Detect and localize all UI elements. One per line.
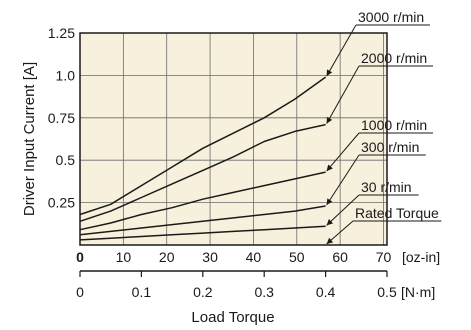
series-label: 2000 r/min [361,50,427,66]
series-line [79,225,326,241]
x-tick-label-oz-in: 60 [332,249,348,265]
x-tick-label-nm: 0.3 [254,284,274,300]
label-arrowhead [326,164,333,172]
series-line [79,205,326,236]
label-leader [326,24,357,77]
x-tick-label-oz-in: 40 [246,249,262,265]
y-tick-label: 1.25 [48,25,75,41]
x-tick-label-oz-in: 0 [76,249,84,265]
series-label: 300 r/min [361,139,419,155]
x-tick-label-nm: 0 [76,284,84,300]
plot-background [80,33,387,245]
y-tick-labels: 0.25 0.5 0.75 1.0 1.25 [48,25,75,211]
series-lines [79,76,327,241]
x-tick-label-nm: 0.5 [377,284,397,300]
x-axis-title: Load Torque [191,309,274,326]
series-line [79,76,327,216]
y-tick-label: 0.5 [56,152,76,168]
y-axis-title: Driver Input Current [A] [21,62,38,216]
y-tick-label: 1.0 [56,67,76,83]
label-arrowhead [326,69,333,77]
x-unit-secondary: [N·m] [401,284,435,300]
x-tick-label-oz-in: 70 [376,249,392,265]
y-tick-label: 0.25 [48,195,75,211]
label-leader [326,132,360,172]
label-arrowhead [326,219,334,226]
x-tick-labels-oz-in: 0 10 20 30 40 50 60 70 [76,249,391,265]
series-label: 3000 r/min [358,9,424,25]
x-tick-labels-nm: 0 0.1 0.2 0.3 0.4 0.5 [76,271,397,300]
x-tick-label-nm: 0.4 [316,284,336,300]
x-tick-label-oz-in: 50 [289,249,305,265]
series-line [79,171,326,231]
label-arrowhead [326,116,333,124]
series-label: Rated Torque [355,205,439,221]
annotations: 3000 r/min 2000 r/min 1000 r/min 300 r/min 3… [326,9,442,245]
plot-frame [79,32,388,246]
series-line [79,123,326,223]
x-tick-label-oz-in: 20 [159,249,175,265]
label-arrowhead [326,237,334,244]
label-arrowhead [326,198,333,205]
x-tick-label-nm: 0.2 [193,284,213,300]
x-tick-label-nm: 0.1 [132,284,152,300]
x-tick-label-oz-in: 30 [202,249,218,265]
x-tick-label-oz-in: 10 [116,249,132,265]
series-label: 30 r/min [361,179,412,195]
label-leader [326,154,360,206]
label-leader [326,194,360,226]
label-leader [326,65,360,124]
x-unit-primary: [oz-in] [402,249,440,265]
series-label: 1000 r/min [361,117,427,133]
y-tick-label: 0.75 [48,110,75,126]
